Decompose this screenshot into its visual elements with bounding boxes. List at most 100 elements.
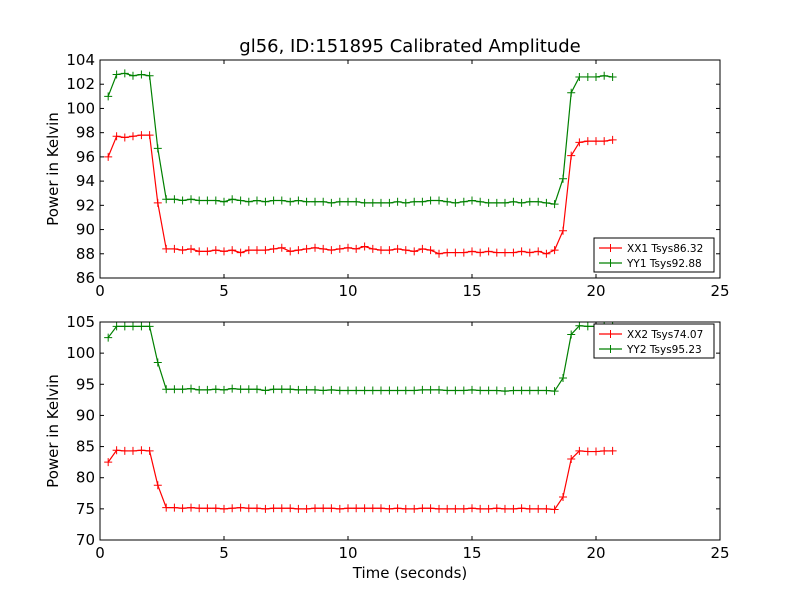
data-point [236,385,245,394]
data-point [335,197,344,206]
data-point [583,447,592,456]
data-point [137,446,146,455]
data-point [600,446,609,455]
data-point [418,197,427,206]
data-point [443,248,452,257]
legend-box [593,323,715,359]
data-point [344,386,352,395]
data-point [583,137,592,146]
data-point [352,504,361,513]
data-point [252,196,261,205]
chart-title: gl56, ID:151895 Calibrated Amplitude [239,36,580,57]
data-point [534,504,543,513]
data-point [319,386,328,395]
data-point [352,197,361,206]
data-point [443,386,452,395]
data-point [261,386,270,395]
x-tick-label: 5 [219,544,229,562]
data-point [418,385,427,394]
data-point [608,446,617,455]
data-point [302,244,311,253]
data-point [195,385,204,394]
data-point [385,386,394,395]
data-point [319,504,328,513]
data-point [128,71,137,80]
data-point [187,503,196,512]
data-point [137,131,146,140]
data-point [327,246,336,255]
data-point [435,504,444,513]
data-point [252,504,261,513]
data-point [583,322,592,331]
data-point [344,197,352,206]
data-point [426,385,435,394]
data-point [559,174,568,183]
data-point [385,504,394,513]
data-point [252,246,261,255]
data-point [525,504,534,513]
data-point [261,504,270,513]
data-point [120,446,129,455]
data-point [468,385,476,394]
data-point [410,197,419,206]
data-point [153,481,162,490]
data-point [211,504,220,513]
data-point [534,247,543,256]
axes-frame [99,59,721,279]
data-point [220,504,228,513]
data-point [410,386,419,395]
data-point [525,197,534,206]
data-point [451,504,460,513]
data-point [252,385,261,394]
data-point [385,198,394,207]
x-tick-label: 20 [586,282,605,300]
data-point [401,246,410,255]
data-point [203,196,212,205]
data-point [368,386,377,395]
data-point [294,246,303,255]
data-point [484,198,493,207]
data-point [484,504,493,513]
data-point [368,198,377,207]
data-point [484,386,493,395]
data-point [104,333,113,342]
data-point [360,504,369,513]
data-point [162,385,171,394]
y-tick-label: 95 [76,375,95,393]
x-tick-label: 15 [462,544,481,562]
data-point [559,374,568,383]
data-point [112,132,121,141]
y-tick-label: 70 [76,531,95,549]
data-point [550,505,559,514]
data-point [153,198,162,207]
data-point [311,197,320,206]
data-point [468,247,476,256]
data-point [550,246,559,255]
x-tick-label: 0 [95,544,105,562]
data-point [393,197,402,206]
y-tick-label: 85 [76,438,95,456]
legend-marker [606,345,615,353]
data-point [534,386,543,395]
data-point [426,504,435,513]
data-point [352,244,361,253]
data-point [335,244,344,253]
data-point [228,195,237,204]
y-tick-label: 75 [76,500,95,518]
data-point [385,246,394,255]
data-point [178,504,187,513]
data-point [104,92,113,101]
data-point [145,71,154,80]
data-point [294,196,303,205]
data-point [492,504,501,513]
y-tick-label: 88 [76,245,95,263]
data-point [352,386,361,395]
data-point [500,387,509,396]
data-point [376,198,385,207]
data-point [187,244,196,253]
data-point [575,72,584,81]
y-tick-label: 98 [76,124,95,142]
data-point [435,385,444,394]
data-point [244,385,253,394]
data-point [112,446,121,455]
